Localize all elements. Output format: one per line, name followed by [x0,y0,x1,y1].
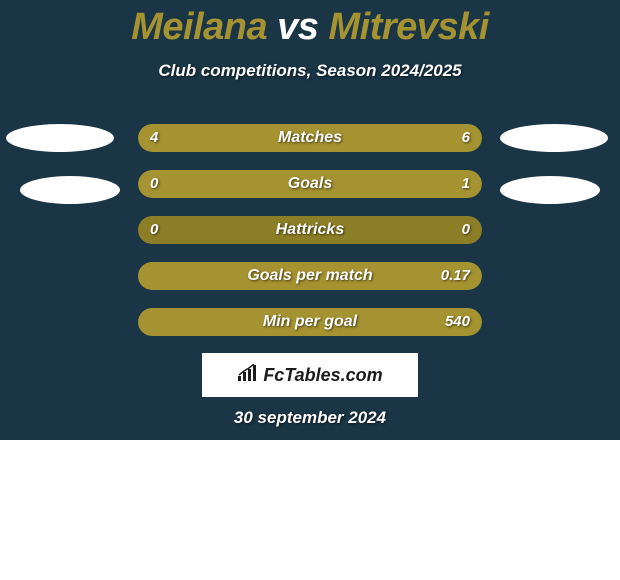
stat-label: Min per goal [138,308,482,336]
stat-label: Goals [138,170,482,198]
stat-row: Matches4 6 [138,124,482,152]
stat-value-right: 0 [462,216,470,244]
player1-name: Meilana [131,6,267,48]
stat-label: Matches [138,124,482,152]
stat-value-left: 0 [150,170,158,198]
stat-row: Goals per match0.17 [138,262,482,290]
decorative-ellipse [20,176,120,204]
chart-icon [237,364,259,387]
decorative-ellipse [500,176,600,204]
stat-value-left: 0 [150,216,158,244]
logo-text: FcTables.com [263,365,382,386]
decorative-ellipse [6,124,114,152]
stat-value-right: 6 [462,124,470,152]
date-label: 30 september 2024 [0,408,620,428]
stat-row: Hattricks0 0 [138,216,482,244]
stat-value-left: 4 [150,124,158,152]
vs-separator: vs [277,6,318,48]
stats-bars: Matches46Goals01Hattricks00Goals per mat… [138,124,482,354]
stat-value-right: 540 [445,308,470,336]
stat-row: Goals0 1 [138,170,482,198]
subtitle: Club competitions, Season 2024/2025 [0,61,620,81]
player2-name: Mitrevski [329,6,489,48]
decorative-ellipse [500,124,608,152]
bottom-whitespace [0,440,620,580]
stat-value-right: 1 [462,170,470,198]
comparison-panel: Meilana vs Mitrevski Club competitions, … [0,0,620,440]
page-title: Meilana vs Mitrevski [0,0,620,49]
stat-value-right: 0.17 [441,262,470,290]
logo: FcTables.com [237,364,382,387]
stat-row: Min per goal540 [138,308,482,336]
stat-label: Hattricks [138,216,482,244]
stat-label: Goals per match [138,262,482,290]
logo-box: FcTables.com [202,353,418,397]
